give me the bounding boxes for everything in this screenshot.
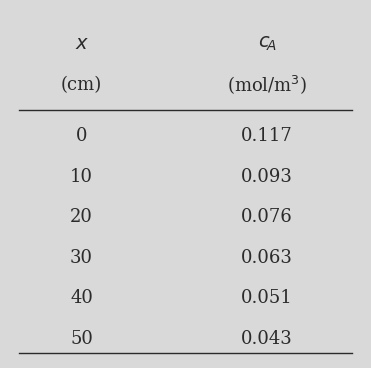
- Text: 0.063: 0.063: [241, 249, 293, 266]
- Text: 0.043: 0.043: [241, 330, 293, 347]
- Text: 0: 0: [76, 127, 87, 145]
- Text: 0.076: 0.076: [241, 208, 293, 226]
- Text: $c_{\!A}$: $c_{\!A}$: [258, 35, 276, 53]
- Text: (cm): (cm): [61, 76, 102, 93]
- Text: (mol/m$^3$): (mol/m$^3$): [227, 73, 307, 96]
- Text: 50: 50: [70, 330, 93, 347]
- Text: $x$: $x$: [75, 35, 89, 53]
- Text: 20: 20: [70, 208, 93, 226]
- Text: 40: 40: [70, 289, 93, 307]
- Text: 0.093: 0.093: [241, 168, 293, 185]
- Text: 10: 10: [70, 168, 93, 185]
- Text: 0.051: 0.051: [241, 289, 293, 307]
- Text: 30: 30: [70, 249, 93, 266]
- Text: 0.117: 0.117: [241, 127, 293, 145]
